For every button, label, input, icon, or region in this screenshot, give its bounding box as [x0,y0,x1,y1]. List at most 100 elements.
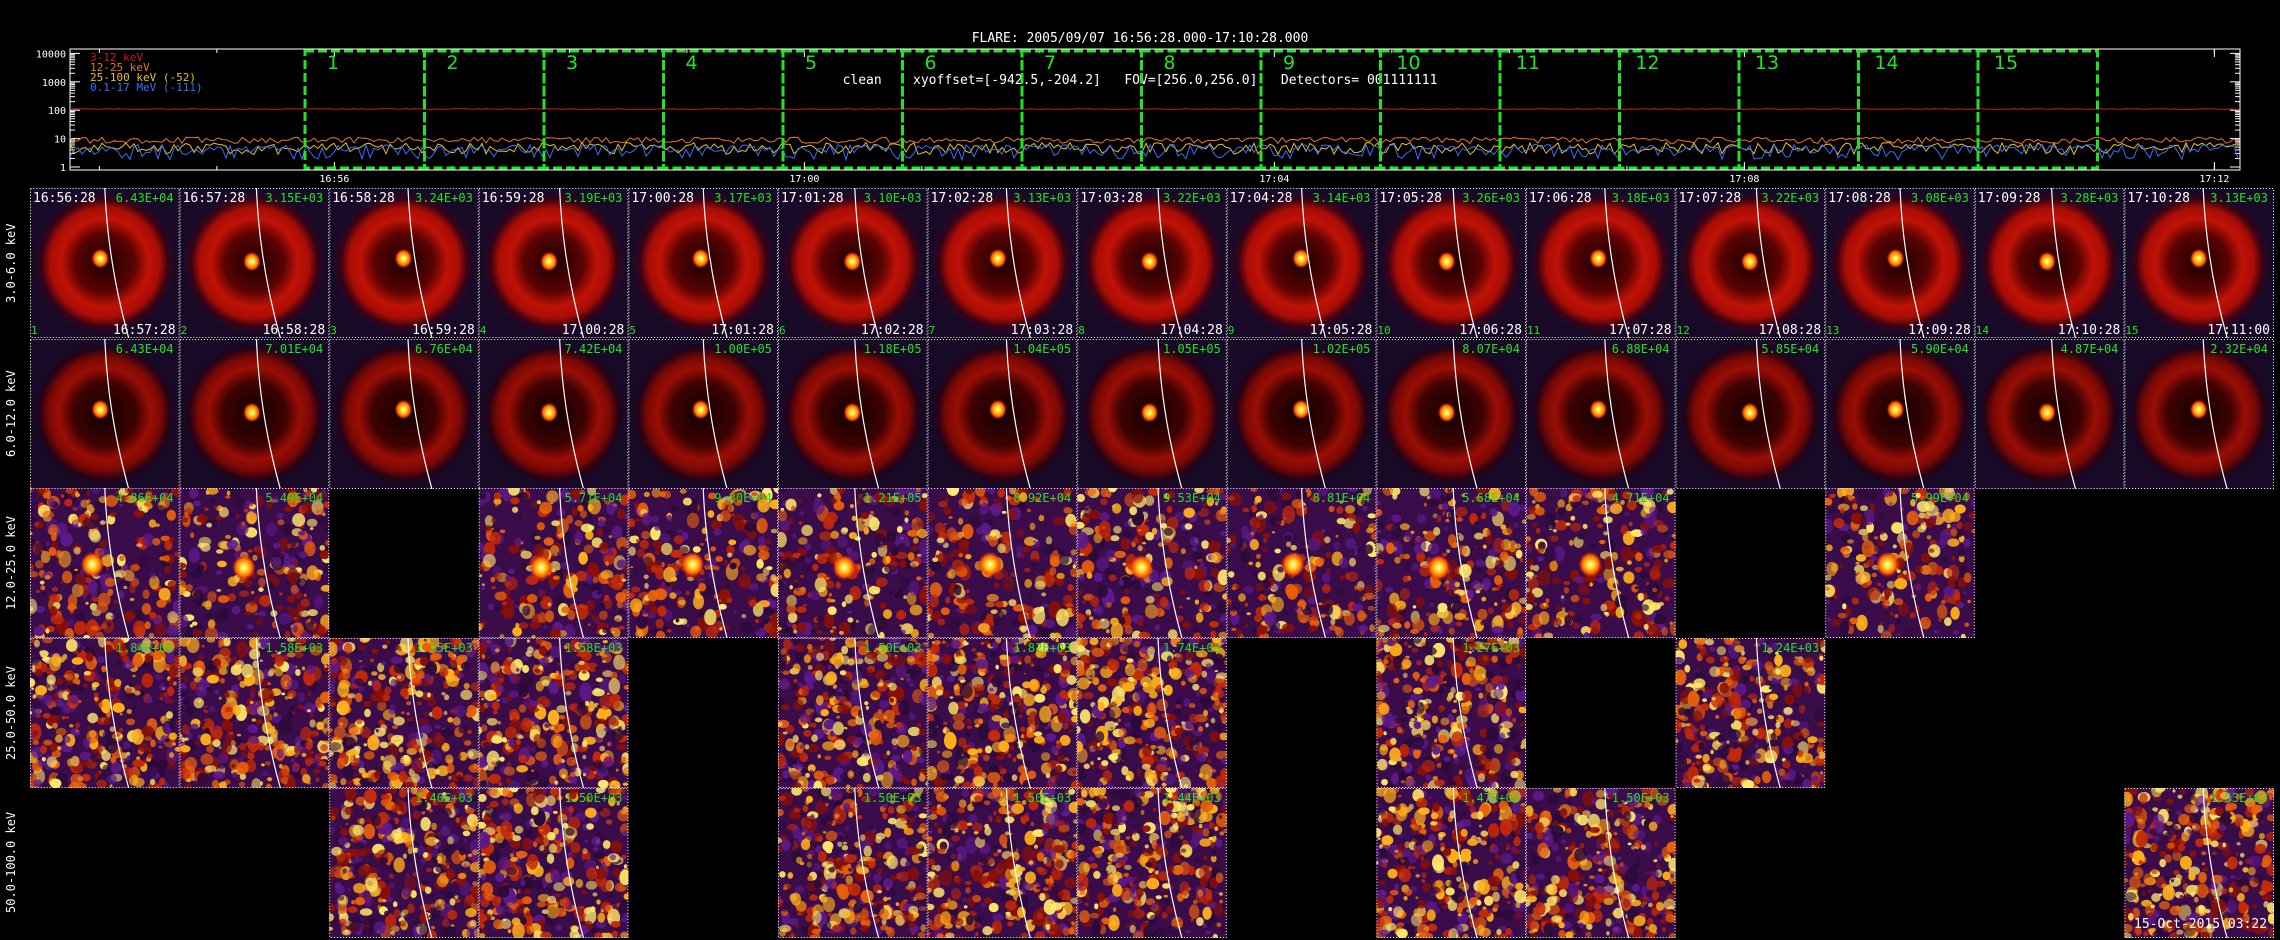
panel-index: 11 [1527,324,1540,337]
panel-index: 12 [1677,324,1690,337]
panel-end-time: 16:58:28 [263,323,326,338]
image-panel: 1.44E+03 [1077,788,1227,938]
solar-limb-line [1452,788,1478,938]
solar-limb-line [1157,339,1183,489]
solar-limb-line [2202,188,2228,338]
panel-start-time: 17:10:28 [2127,191,2190,206]
panel-max-value: 9.53E+04 [1163,491,1221,505]
image-panel: 1.82E+03 [927,638,1078,788]
panel-max-value: 1.82E+03 [1013,641,1071,655]
panel-max-value: 3.24E+03 [415,191,473,205]
panel-end-time: 17:03:28 [1011,323,1074,338]
source-spot [394,399,413,420]
interval-box [662,49,785,170]
solar-limb-line [2202,788,2228,938]
solar-limb-line [702,339,728,489]
panel-max-value: 4.71E+04 [1612,491,1670,505]
solar-limb-line [1157,638,1183,788]
solar-limb-line [1604,488,1630,638]
panel-max-value: 8.81E+04 [1313,491,1371,505]
panel-max-value: 1.44E+03 [1163,791,1221,805]
source-spot [1140,251,1159,272]
interval-number: 8 [1163,52,1175,74]
image-panel: 1.58E+03 [179,638,330,788]
image-panel: 6.88E+04 [1526,339,1676,489]
solar-limb-line [558,188,585,338]
panel-index: 5 [629,324,636,337]
solar-limb-line [558,339,585,489]
panel-index: 4 [480,324,487,337]
interval-box [1020,49,1143,170]
panel-max-value: 8.92E+04 [1013,491,1071,505]
image-panel: 1.24E+03 [1675,638,1826,788]
source-spot [1437,251,1456,272]
series-line-3-12kev [70,108,2239,110]
panel-start-time: 16:58:28 [332,191,395,206]
panel-start-time: 16:56:28 [33,191,96,206]
panel-max-value: 2.32E+04 [2210,342,2268,356]
interval-number: 3 [566,52,578,74]
solar-limb-line [1755,638,1781,788]
solar-limb-line [1604,339,1630,489]
panel-index: 8 [1078,324,1085,337]
interval-box [1737,49,1860,170]
interval-number: 6 [924,52,936,74]
solar-limb-line [1157,188,1183,338]
source-spot [2189,248,2208,269]
panel-max-value: 6.76E+04 [415,342,473,356]
panel-max-value: 3.17E+03 [714,191,772,205]
image-panel: 1.00E+05 [628,339,779,489]
interval-box [781,49,904,170]
energy-band-label: 6.0-12.0 keV [4,370,18,458]
panel-max-value: 3.26E+03 [1462,191,1520,205]
solar-limb-line [255,638,281,788]
interval-box [303,49,426,170]
image-panel: 4.87E+04 [1974,339,2125,489]
y-tick-label: 10000 [36,49,66,60]
legend-entry: 3-12 keV [90,51,143,64]
solar-limb-line [854,339,880,489]
panel-index: 15 [2125,324,2138,337]
solar-limb-line [407,339,433,489]
lightcurve-border [69,48,2241,171]
image-panel: 3.24E+03 16:58:28 16:59:28 3 [329,188,479,338]
solar-limb-line [558,638,585,788]
source-spot [988,248,1007,269]
solar-limb-line [104,488,130,638]
solar-limb-line [1005,788,1031,938]
solar-limb-line [2050,188,2077,338]
solar-limb-line [1157,488,1183,638]
panel-end-time: 16:59:28 [412,323,475,338]
source-spot [1740,402,1759,423]
panel-start-time: 17:00:28 [631,191,694,206]
image-panel: 1.50E+03 [1526,788,1676,938]
solar-limb-line [2202,339,2228,489]
solar-limb-line [1604,188,1630,338]
panel-max-value: 1.27E+03 [1462,641,1520,655]
interval-number: 10 [1396,52,1420,74]
solar-limb-line [1452,339,1478,489]
interval-number: 12 [1635,52,1659,74]
legend-entry: 25-100 keV (-52) [90,71,196,84]
energy-band-label: 25.0-50.0 keV [4,665,18,760]
energy-band-label: 3.0-6.0 keV [4,223,18,303]
source-spot [843,402,862,423]
solar-limb-line [1005,488,1031,638]
solar-limb-line [1300,188,1327,338]
panel-max-value: 7.01E+04 [265,342,323,356]
y-tick-label: 1000 [42,78,66,89]
panel-max-value: 3.28E+03 [2061,191,2119,205]
image-panel: 5.99E+04 [1825,488,1975,638]
image-panel: 3.22E+03 17:03:28 17:04:28 8 [1077,188,1227,338]
source-spot [843,251,862,272]
source-spot [1140,402,1159,423]
legend-entry: 12-25 keV [90,61,150,74]
source-spot [242,402,261,423]
interval-number: 7 [1044,52,1056,74]
image-panel: 3.10E+03 17:01:28 17:02:28 6 [778,188,928,338]
panel-max-value: 3.22E+03 [1761,191,1819,205]
y-tick-label: 100 [48,106,66,117]
panel-max-value: 1.04E+05 [1013,342,1071,356]
source-spot [91,248,110,269]
image-panel: 1.53E+03 [2124,788,2274,938]
